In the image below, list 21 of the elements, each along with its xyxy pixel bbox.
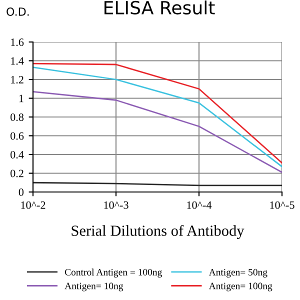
x-axis-title: Serial Dilutions of Antibody bbox=[72, 224, 244, 240]
y-tick-label: 0.8 bbox=[10, 113, 24, 122]
legend-label: Antigen= 10ng bbox=[64, 282, 124, 292]
y-tick-label: 1.4 bbox=[11, 57, 24, 65]
y-tick-label: 1.6 bbox=[11, 38, 24, 46]
y-tick-label: 1 bbox=[19, 94, 24, 102]
x-tick-label: 10^-5 bbox=[270, 201, 294, 209]
x-tick-label: 10^-4 bbox=[187, 201, 212, 209]
y-tick-label: 0.2 bbox=[10, 170, 24, 178]
y-tick-label: 0.4 bbox=[10, 150, 24, 159]
y-tick-label: 0.6 bbox=[10, 132, 24, 140]
legend-label: Antigen= 100ng bbox=[208, 282, 272, 292]
line-series bbox=[33, 90, 282, 174]
x-tick-label: 10^-2 bbox=[21, 201, 46, 209]
y-tick-label: 1.2 bbox=[11, 76, 24, 84]
y-tick-label: 0 bbox=[18, 188, 24, 196]
legend-label: Control Antigen = 100ng bbox=[64, 268, 162, 278]
x-tick-label: 10^-3 bbox=[104, 201, 128, 209]
y-axis-title: O.D. bbox=[6, 7, 29, 16]
chart-title: ELISA Result bbox=[104, 0, 215, 14]
legend-label: Antigen= 50ng bbox=[208, 268, 268, 278]
